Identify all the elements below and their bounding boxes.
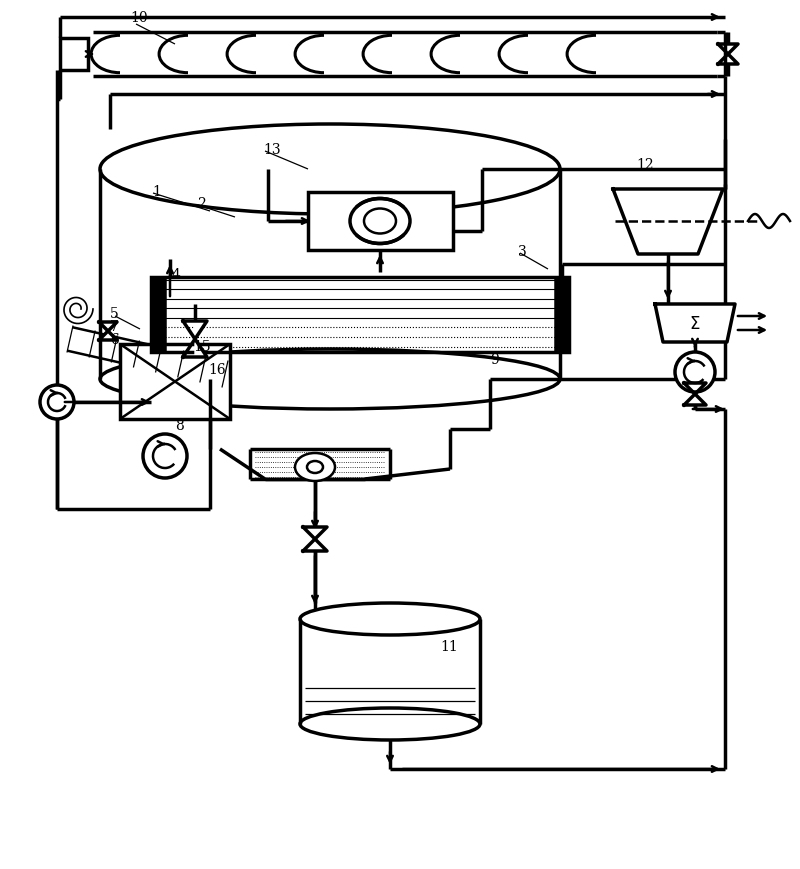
Text: 3: 3 bbox=[518, 245, 526, 259]
Ellipse shape bbox=[295, 454, 335, 481]
Text: $\Sigma$: $\Sigma$ bbox=[690, 315, 701, 333]
Polygon shape bbox=[303, 540, 327, 551]
Polygon shape bbox=[303, 527, 327, 540]
Bar bbox=[120, 345, 230, 420]
Text: 6: 6 bbox=[110, 333, 118, 347]
Polygon shape bbox=[655, 305, 735, 342]
Bar bbox=[555, 277, 569, 352]
Bar bbox=[308, 193, 453, 251]
Text: 9: 9 bbox=[490, 353, 498, 367]
Text: 5: 5 bbox=[110, 307, 118, 321]
Polygon shape bbox=[718, 45, 738, 55]
Text: 8: 8 bbox=[175, 419, 184, 433]
Text: 7: 7 bbox=[110, 320, 119, 334]
Text: 1: 1 bbox=[152, 185, 161, 199]
Polygon shape bbox=[99, 332, 117, 341]
Polygon shape bbox=[99, 322, 117, 332]
Ellipse shape bbox=[307, 461, 323, 474]
Text: 10: 10 bbox=[130, 11, 148, 25]
Bar bbox=[151, 277, 165, 352]
Circle shape bbox=[40, 386, 74, 420]
Text: 16: 16 bbox=[208, 362, 226, 376]
Circle shape bbox=[143, 434, 187, 479]
Ellipse shape bbox=[300, 708, 480, 740]
Bar bbox=[60, 39, 88, 71]
Polygon shape bbox=[718, 55, 738, 65]
Text: 12: 12 bbox=[636, 158, 654, 172]
Polygon shape bbox=[684, 395, 706, 406]
Bar bbox=[151, 277, 569, 352]
Polygon shape bbox=[183, 322, 207, 340]
Polygon shape bbox=[684, 383, 706, 395]
Text: 13: 13 bbox=[263, 143, 281, 156]
Text: 2: 2 bbox=[197, 196, 206, 211]
Ellipse shape bbox=[100, 349, 560, 409]
Text: 4: 4 bbox=[172, 268, 181, 282]
Circle shape bbox=[675, 353, 715, 393]
Polygon shape bbox=[613, 189, 723, 255]
Text: 15: 15 bbox=[193, 340, 210, 354]
Circle shape bbox=[364, 206, 396, 238]
Text: 11: 11 bbox=[440, 640, 458, 653]
Polygon shape bbox=[183, 340, 207, 357]
